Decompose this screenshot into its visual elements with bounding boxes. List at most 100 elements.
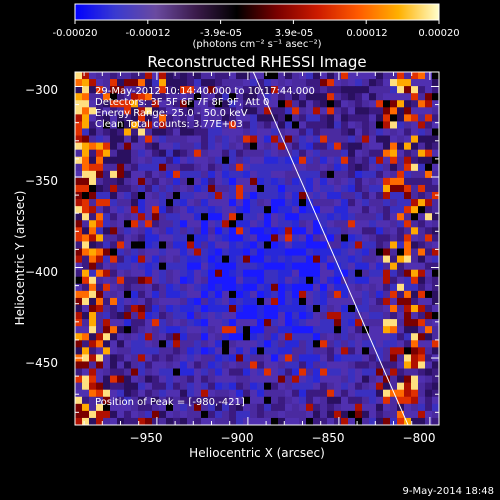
heatmap-cell [432,184,440,193]
heatmap-cell [257,170,265,179]
heatmap-cell [362,170,370,179]
heatmap-cell [229,170,237,179]
heatmap-cell [117,326,125,334]
heatmap-cell [201,319,209,327]
heatmap-cell [215,347,223,355]
heatmap-cell [418,403,426,412]
heatmap-cell [173,227,181,235]
heatmap-cell [159,86,167,94]
heatmap-cell [334,163,342,172]
heatmap-cell [82,234,90,242]
heatmap-cell [418,297,426,306]
heatmap-cell [285,347,293,355]
heatmap-cell [355,319,363,327]
heatmap-cell [271,410,279,419]
heatmap-cell [264,135,272,144]
heatmap-cell [383,79,391,87]
heatmap-cell [194,368,202,377]
heatmap [75,72,440,426]
heatmap-cell [166,227,174,235]
heatmap-cell [180,410,188,419]
heatmap-cell [369,304,377,313]
heatmap-cell [187,290,195,299]
heatmap-cell [313,375,321,384]
heatmap-cell [299,248,307,257]
heatmap-cell [257,213,265,221]
heatmap-cell [250,93,258,101]
heatmap-cell [355,156,363,165]
heatmap-cell [236,121,244,129]
heatmap-cell [215,192,223,200]
heatmap-cell [369,227,377,235]
heatmap-cell [341,163,349,172]
heatmap-cell [236,149,244,158]
heatmap-cell [271,100,279,108]
heatmap-cell [411,269,419,278]
heatmap-cell [117,248,125,257]
heatmap-cell [348,368,356,377]
heatmap-cell [229,417,237,426]
heatmap-cell [131,297,139,306]
heatmap-cell [390,276,398,285]
heatmap-cell [341,248,349,257]
heatmap-cell [103,114,111,122]
colorbar-tick-label: 3.9e-05 [274,28,314,39]
heatmap-cell [271,319,279,327]
heatmap-cell [173,241,181,249]
heatmap-cell [313,121,321,129]
heatmap-cell [369,283,377,292]
heatmap-cell [208,396,216,405]
heatmap-cell [236,213,244,221]
heatmap-cell [103,79,111,87]
heatmap-cell [82,107,90,115]
heatmap-cell [285,163,293,172]
heatmap-cell [355,283,363,292]
heatmap-cell [341,340,349,348]
heatmap-cell [110,107,118,115]
info-line: Clean Total counts: 3.77E+03 [95,119,243,130]
heatmap-cell [390,227,398,235]
heatmap-cell [362,354,370,362]
heatmap-cell [96,114,104,122]
colorbar-tick-label: -0.00012 [125,28,171,39]
heatmap-cell [131,177,139,186]
heatmap-cell [348,354,356,362]
heatmap-cell [306,319,314,327]
heatmap-cell [320,361,328,370]
heatmap-cell [243,192,251,200]
x-tick-label: −900 [220,431,254,445]
heatmap-cell [180,283,188,292]
heatmap-cell [222,170,230,179]
heatmap-cell [103,304,111,313]
heatmap-cell [306,220,314,228]
heatmap-cell [257,199,265,207]
heatmap-cell [383,304,391,313]
heatmap-cell [229,382,237,391]
heatmap-cell [397,220,405,228]
heatmap-cell [355,199,363,207]
heatmap-cell [159,326,167,334]
heatmap-cell [397,149,405,158]
heatmap-cell [425,177,433,186]
heatmap-cell [187,184,195,193]
heatmap-cell [397,340,405,348]
heatmap-cell [243,410,251,419]
heatmap-cell [229,319,237,327]
heatmap-cell [194,93,202,101]
heatmap-cell [89,184,97,193]
heatmap-cell [187,368,195,377]
heatmap-cell [397,262,405,271]
heatmap-cell [348,100,356,108]
heatmap-cell [103,248,111,257]
heatmap-cell [103,319,111,327]
heatmap-cell [243,347,251,355]
heatmap-cell [425,403,433,412]
colorbar [74,3,440,21]
heatmap-cell [103,340,111,348]
heatmap-cell [236,206,244,214]
heatmap-cell [152,396,160,405]
heatmap-cell [250,100,258,108]
heatmap-cell [390,149,398,158]
heatmap-cell [166,304,174,313]
heatmap-cell [166,177,174,186]
